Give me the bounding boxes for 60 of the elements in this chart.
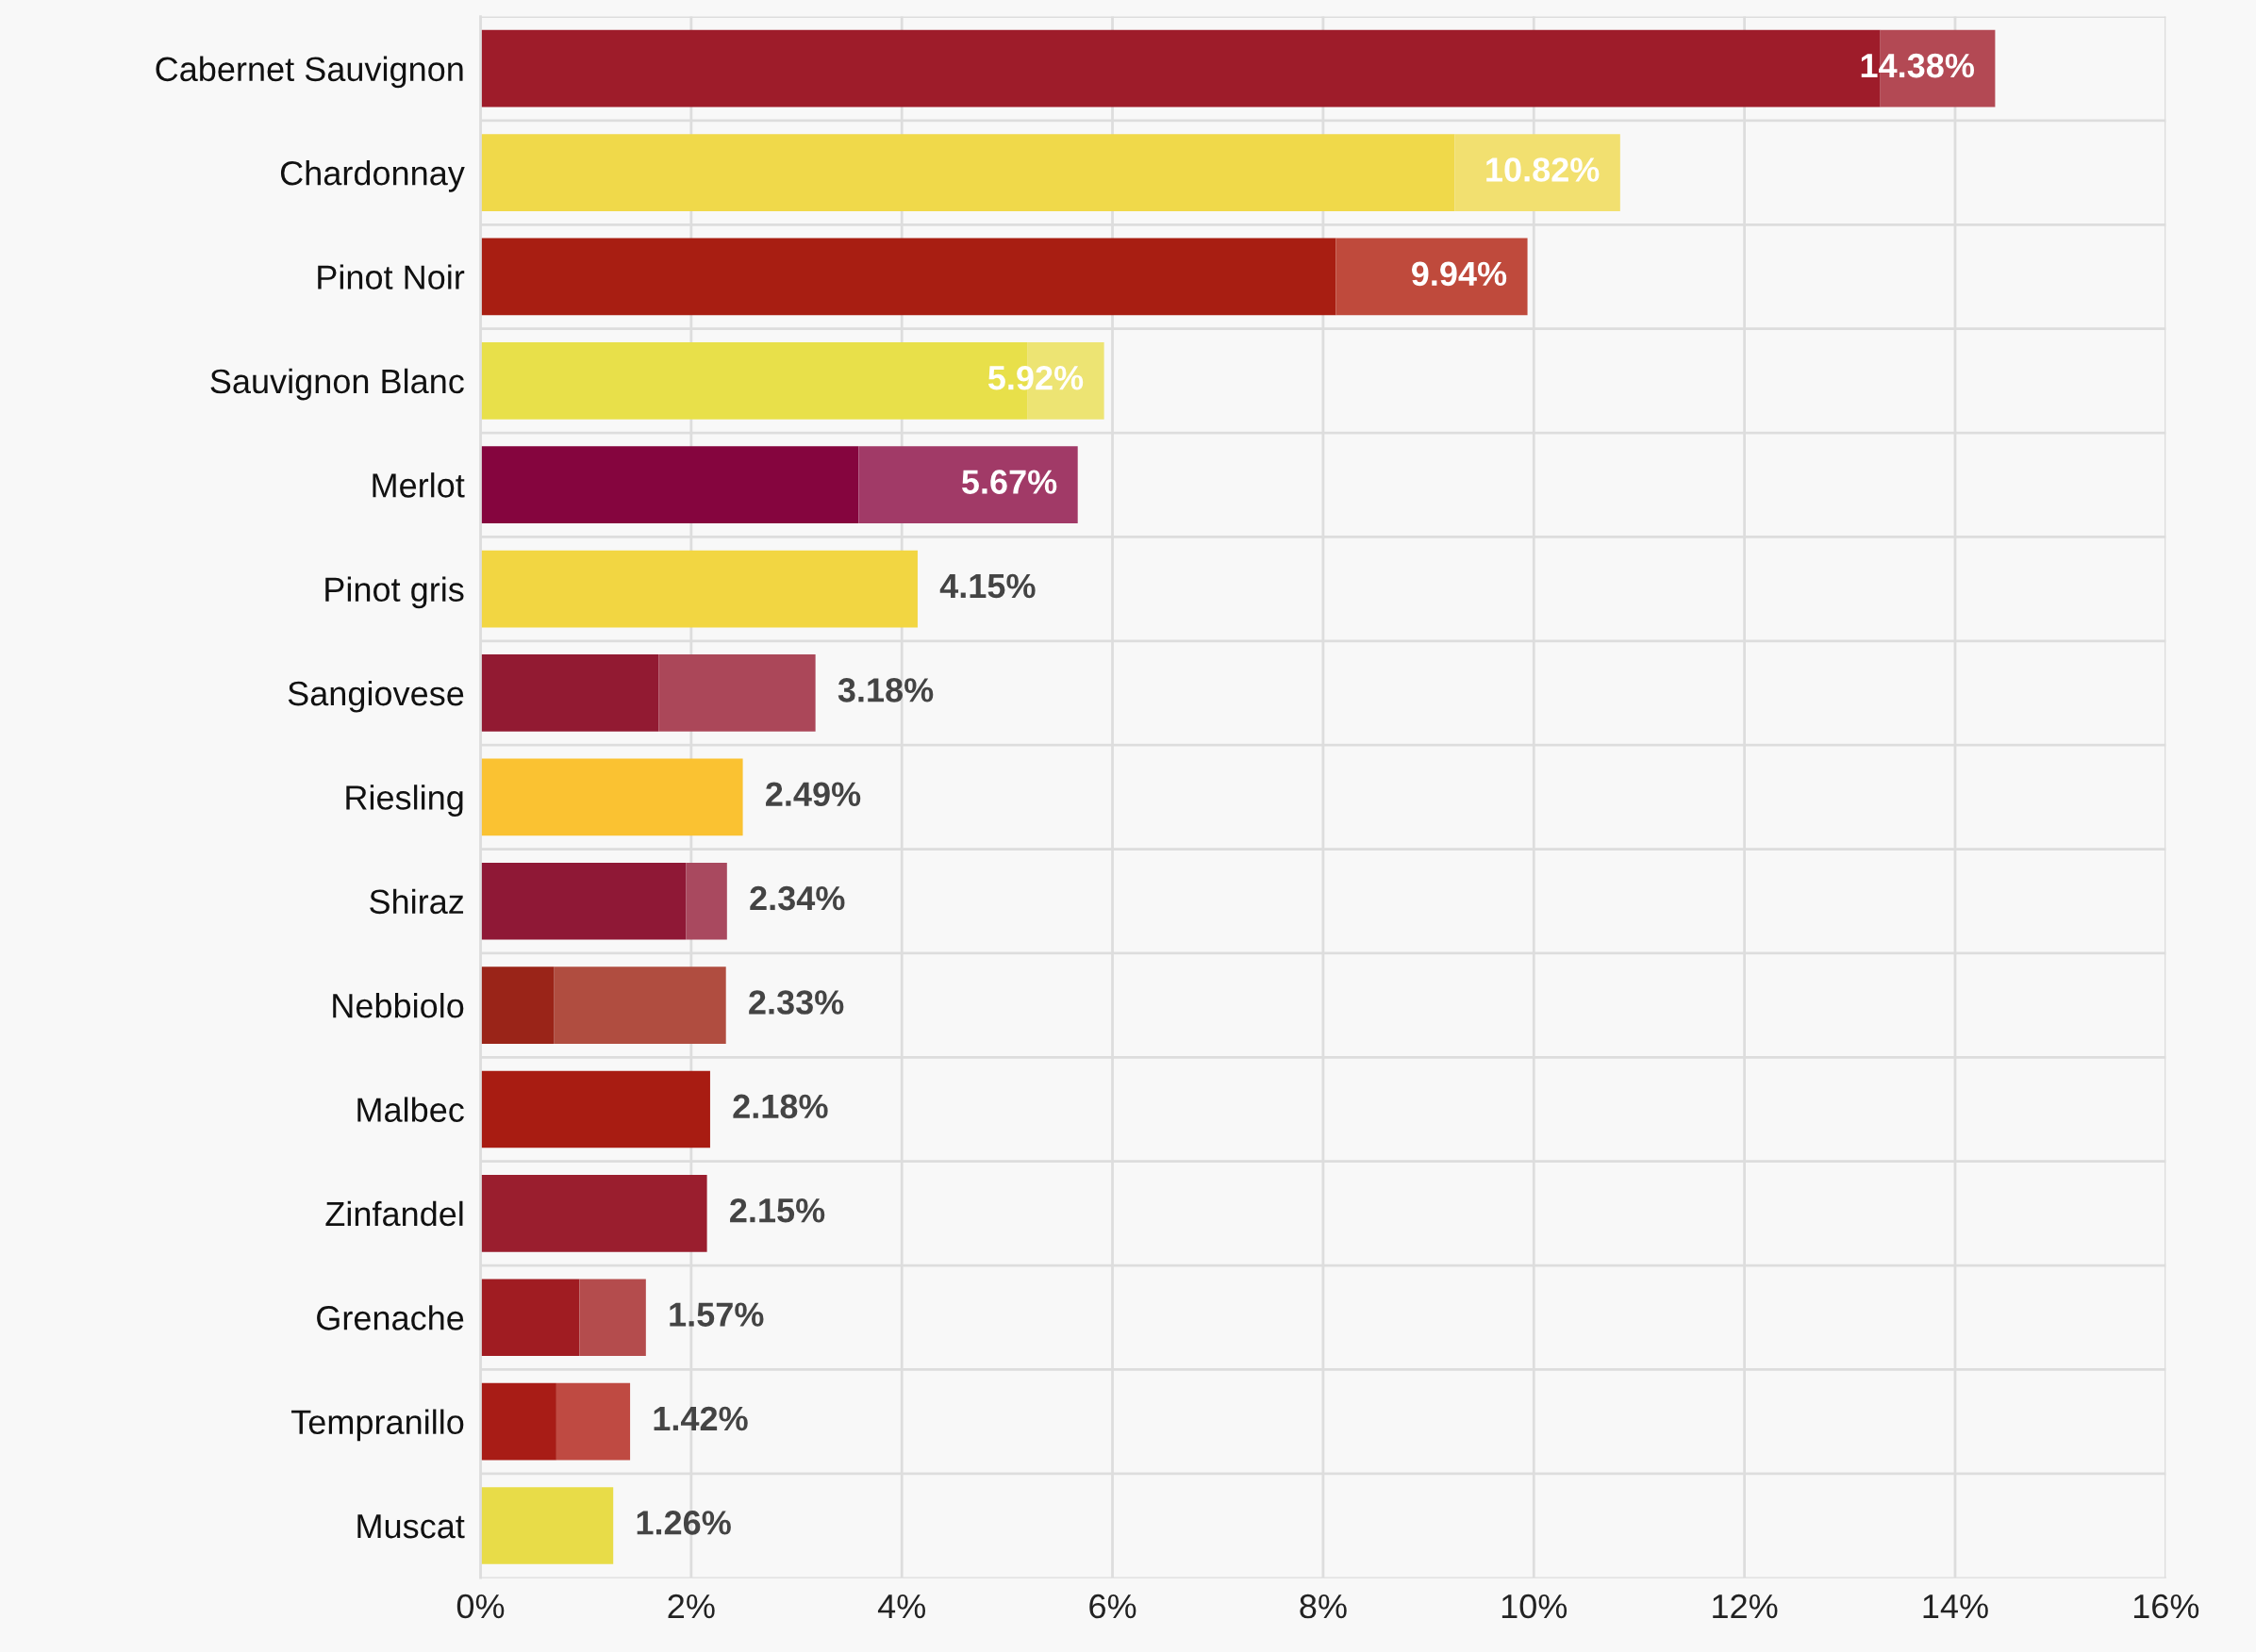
total-label: 4.15% <box>939 573 1036 599</box>
x-tick-label: 2% <box>668 1594 715 1619</box>
x-tick-label: 8% <box>1300 1594 1347 1619</box>
bar <box>1335 238 1528 316</box>
bar <box>480 550 918 628</box>
y-tick-label: Pinot gris <box>325 576 464 609</box>
y-tick-label: Grenache <box>317 1305 464 1330</box>
bar <box>480 1487 614 1564</box>
total-label: 14.38% <box>1861 53 1975 78</box>
total-label: 1.26% <box>637 1511 731 1535</box>
bar <box>480 654 659 732</box>
x-tick-label: 4% <box>877 1594 926 1619</box>
bar <box>579 1279 646 1357</box>
y-tick-label: Zinfandel <box>325 1200 463 1227</box>
total-label: 10.82% <box>1486 157 1600 182</box>
bar <box>480 758 743 836</box>
total-label: 5.67% <box>961 470 1057 494</box>
bar <box>686 862 727 940</box>
y-tick-label: Muscat <box>357 1514 465 1539</box>
y-tick-label: Chardonnay <box>280 160 465 192</box>
bar <box>480 446 859 524</box>
total-label: 2.15% <box>730 1198 825 1223</box>
bar <box>554 966 726 1044</box>
total-label: 3.18% <box>838 678 934 702</box>
y-tick-label: Sauvignon Blanc <box>210 368 464 401</box>
total-label: 5.92% <box>987 365 1084 390</box>
bar <box>1454 134 1620 211</box>
total-label: 2.18% <box>733 1094 828 1119</box>
x-tick-label: 0% <box>456 1594 505 1619</box>
bar <box>480 1382 556 1461</box>
y-tick-label: Sangiovese <box>288 680 464 713</box>
x-tick-label: 14% <box>1923 1594 1988 1619</box>
y-tick-label: Riesling <box>346 785 463 817</box>
total-label: 2.33% <box>749 990 844 1015</box>
x-tick-label: 16% <box>2133 1594 2199 1619</box>
y-tick-label: Malbec <box>357 1097 464 1122</box>
y-tick-label: Nebbiolo <box>333 993 464 1018</box>
bar <box>480 1279 580 1357</box>
x-tick-label: 10% <box>1501 1594 1568 1619</box>
bar <box>858 446 1078 524</box>
bar <box>480 1175 707 1252</box>
bar <box>480 134 1455 211</box>
bar <box>480 862 687 940</box>
y-tick-label: Tempranillo <box>291 1409 464 1442</box>
bar <box>556 1382 631 1461</box>
total-label: 2.49% <box>766 782 861 807</box>
bar <box>480 966 555 1044</box>
y-tick-label: Pinot Noir <box>318 264 465 289</box>
bar <box>480 238 1336 316</box>
bar <box>658 654 816 732</box>
y-tick-label: Merlot <box>373 472 465 498</box>
x-tick-label: 6% <box>1089 1594 1136 1619</box>
y-tick-label: Shiraz <box>370 888 464 915</box>
total-label: 9.94% <box>1411 261 1507 287</box>
bar <box>480 1070 710 1148</box>
total-label: 2.34% <box>750 885 845 911</box>
total-label: 1.42% <box>654 1406 748 1431</box>
x-tick-label: 12% <box>1713 1594 1778 1619</box>
total-label: 1.57% <box>670 1302 764 1327</box>
y-tick-label: Cabernet Sauvignon <box>156 56 463 89</box>
